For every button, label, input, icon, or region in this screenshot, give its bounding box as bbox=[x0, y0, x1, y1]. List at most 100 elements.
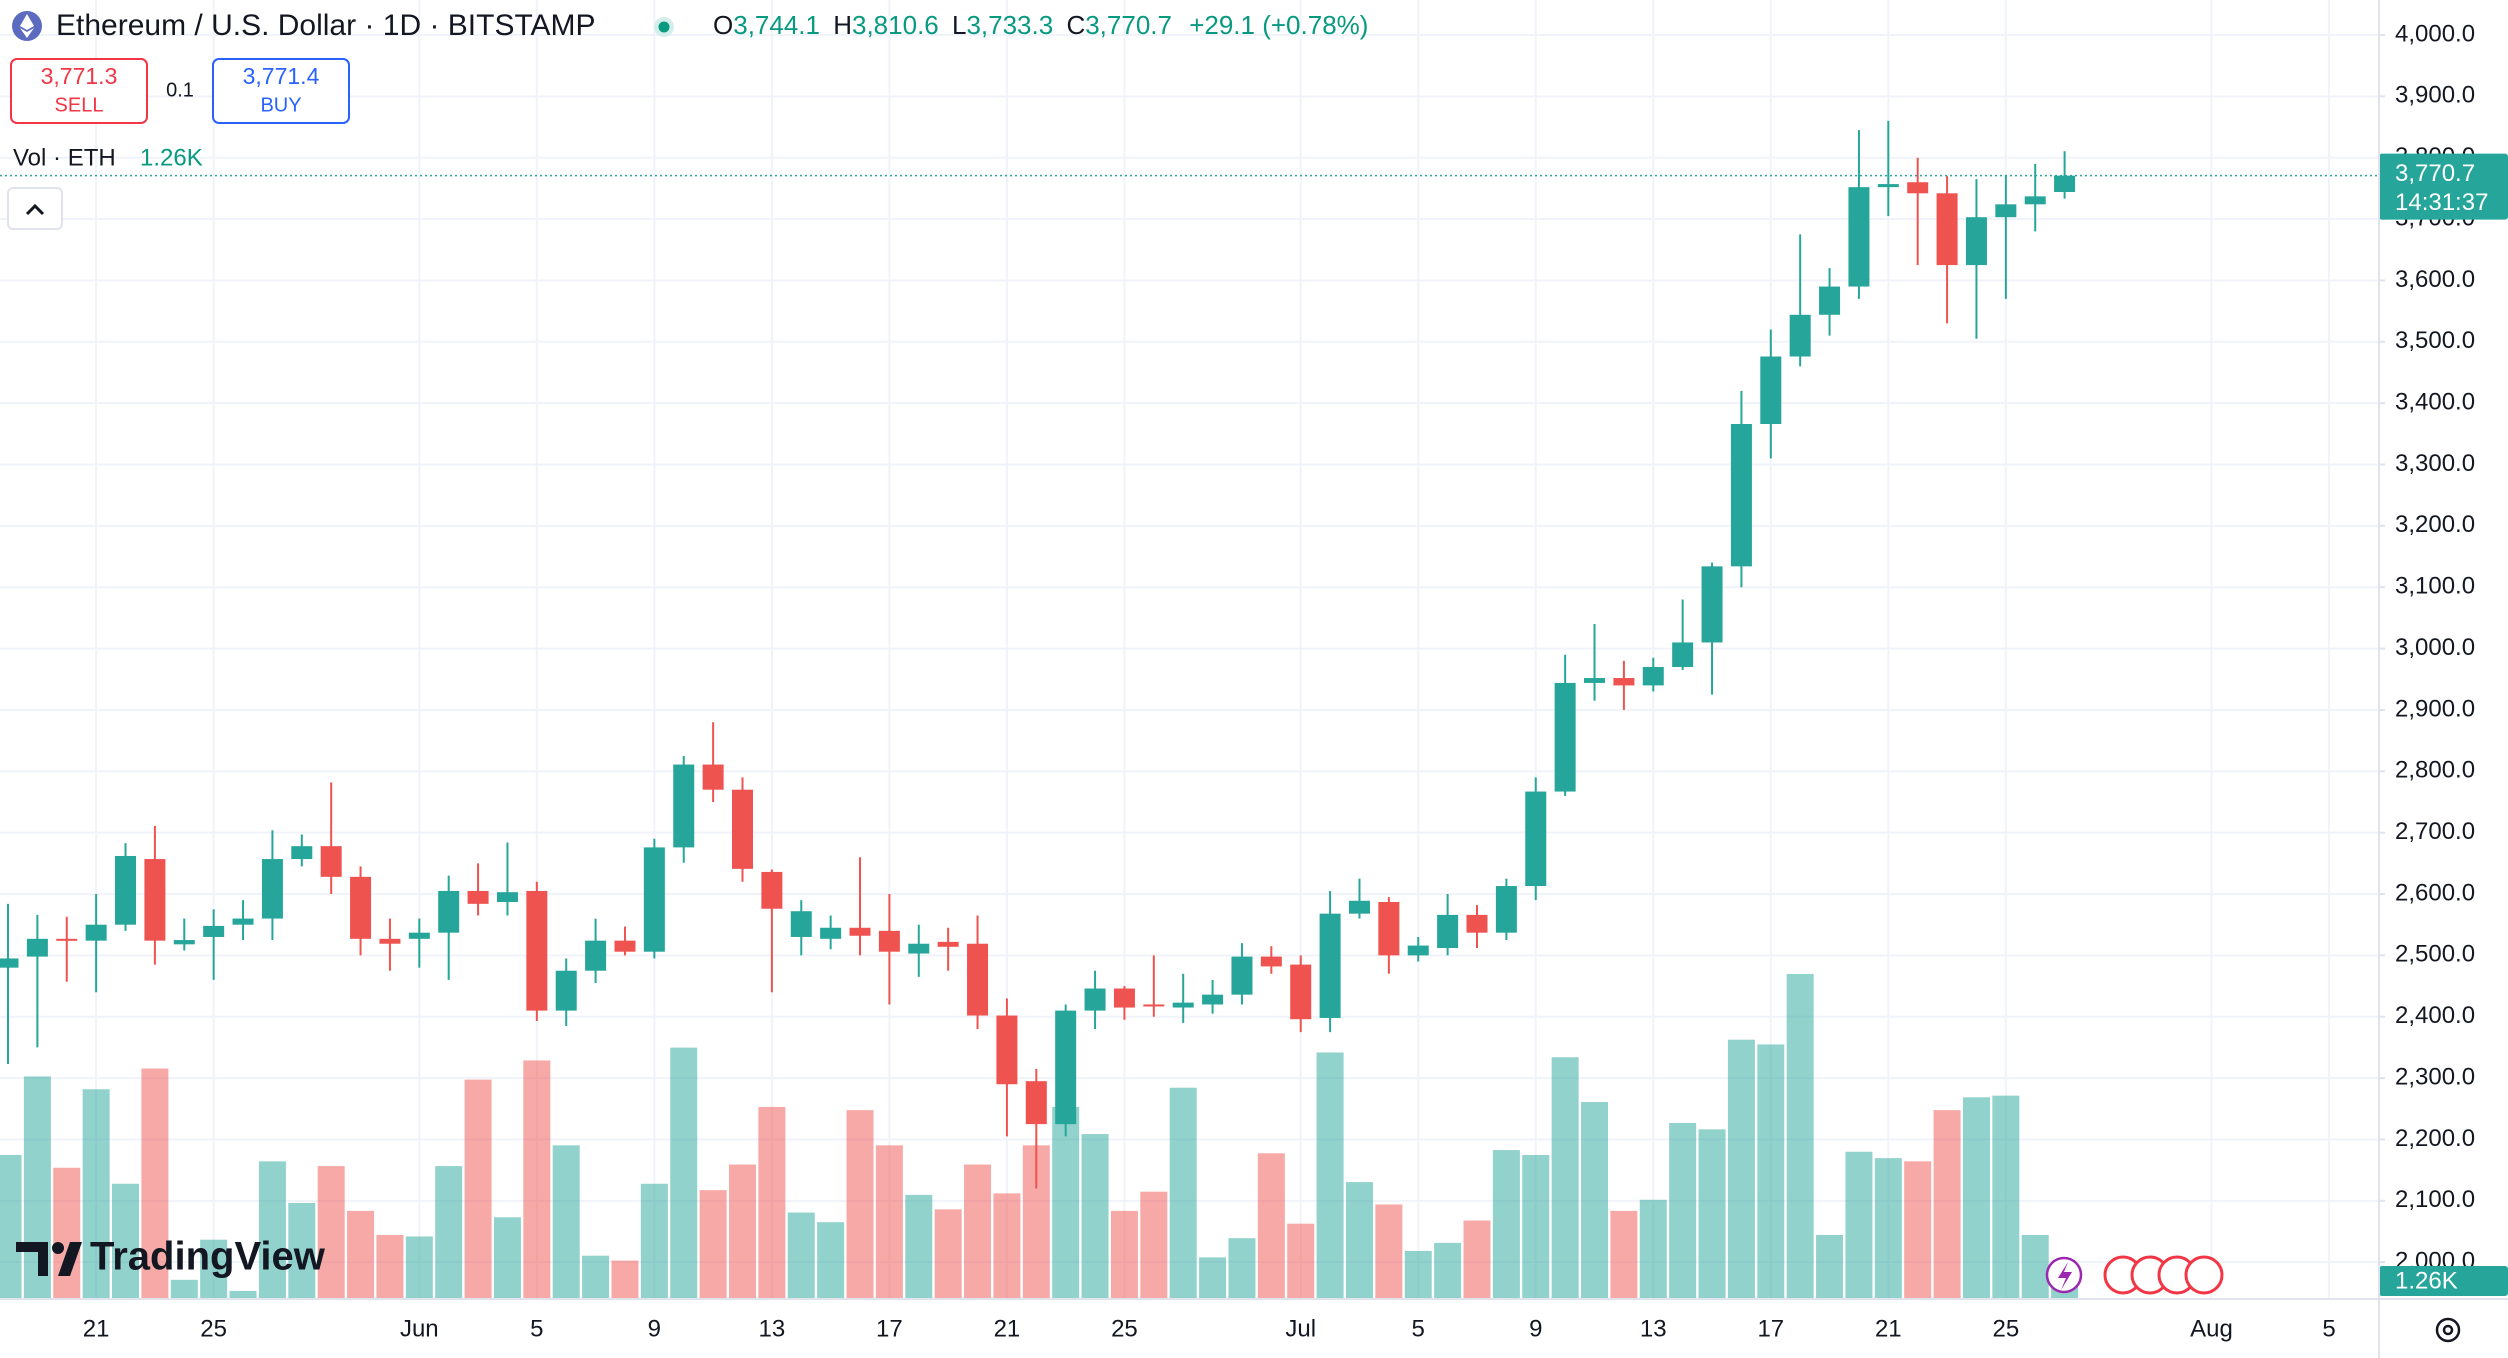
volume-bar bbox=[200, 1239, 228, 1299]
legend-key: C bbox=[1066, 10, 1085, 40]
candle-body bbox=[1055, 1010, 1077, 1125]
logo-mark bbox=[58, 1242, 82, 1276]
sell-button[interactable]: 3,771.3 SELL bbox=[10, 58, 148, 124]
lightning-glyph bbox=[2058, 1262, 2072, 1290]
legend-value: 3,744.1 bbox=[733, 10, 820, 40]
x-tick-label: Aug bbox=[2190, 1315, 2233, 1342]
volume-bar bbox=[1757, 1044, 1785, 1299]
x-tick-label: 25 bbox=[200, 1315, 227, 1342]
volume-pane bbox=[0, 974, 2079, 1299]
gear-center bbox=[2442, 1324, 2454, 1336]
candle-body bbox=[555, 970, 577, 1011]
x-tick-label: 5 bbox=[1412, 1315, 1425, 1342]
candle-body bbox=[291, 846, 313, 860]
volume-bar bbox=[729, 1164, 756, 1299]
chevron-icon bbox=[25, 203, 45, 216]
candle-body bbox=[967, 943, 989, 1016]
y-tick-label: 2,100.0 bbox=[2395, 1186, 2475, 1213]
candle-body bbox=[261, 859, 283, 919]
x-tick-label: 5 bbox=[530, 1315, 543, 1342]
volume-bar bbox=[1962, 1097, 1990, 1299]
settings-button[interactable] bbox=[2435, 1317, 2461, 1343]
events-icons[interactable] bbox=[2045, 1255, 2224, 1295]
volume-bar bbox=[1375, 1204, 1403, 1299]
candle-body bbox=[1172, 1002, 1194, 1008]
candle-body bbox=[2054, 175, 2076, 192]
y-tick-label: 3,900.0 bbox=[2395, 82, 2475, 109]
candle-body bbox=[379, 938, 401, 944]
volume-bar bbox=[82, 1089, 110, 1299]
candle-body bbox=[85, 924, 107, 941]
candle-body bbox=[585, 940, 607, 971]
candle-body bbox=[1554, 682, 1576, 792]
eth-icon-glyph bbox=[20, 14, 34, 38]
candle-body bbox=[761, 871, 783, 909]
volume-bar bbox=[1228, 1238, 1256, 1299]
x-tick-label: Jul bbox=[1285, 1315, 1316, 1342]
candle-body bbox=[203, 925, 225, 937]
candle-body bbox=[908, 943, 930, 954]
volume-bar bbox=[53, 1167, 81, 1299]
buy-button[interactable]: 3,771.4 BUY bbox=[212, 58, 350, 124]
y-tick-label: 3,600.0 bbox=[2395, 266, 2475, 293]
volume-bar bbox=[1287, 1223, 1315, 1299]
candle-body bbox=[1437, 914, 1459, 949]
x-tick-label: 17 bbox=[1757, 1315, 1784, 1342]
collapse-button[interactable] bbox=[7, 187, 63, 230]
overlay: 2,000.02,100.02,200.02,300.02,400.02,500… bbox=[0, 20, 2508, 1342]
volume-bar bbox=[1169, 1087, 1197, 1299]
candle-body bbox=[1819, 286, 1841, 315]
candle-body bbox=[1290, 964, 1312, 1020]
candle-body bbox=[673, 764, 695, 848]
volume-bar bbox=[493, 1217, 521, 1299]
legend-key: H bbox=[833, 10, 852, 40]
y-tick-label: 2,900.0 bbox=[2395, 695, 2475, 722]
y-tick-label: 2,800.0 bbox=[2395, 757, 2475, 784]
y-tick-label: 3,400.0 bbox=[2395, 388, 2475, 415]
candle-body bbox=[820, 927, 842, 939]
y-tick-label: 3,100.0 bbox=[2395, 573, 2475, 600]
legend-change: +29.1 (+0.78%) bbox=[1189, 10, 1368, 40]
candle-body bbox=[350, 876, 372, 939]
volume-bar bbox=[582, 1255, 610, 1299]
volume-bar bbox=[1081, 1134, 1109, 1299]
volume-bar bbox=[1786, 974, 1814, 1299]
volume-bar bbox=[993, 1193, 1021, 1299]
legend-key: O bbox=[713, 10, 733, 40]
candle-body bbox=[1701, 566, 1723, 643]
y-tick-label: 2,400.0 bbox=[2395, 1002, 2475, 1029]
candle-body bbox=[643, 847, 665, 952]
volume-bar bbox=[1698, 1129, 1726, 1299]
volume-bar bbox=[1434, 1242, 1462, 1299]
candle-body bbox=[702, 764, 724, 790]
candle-body bbox=[408, 932, 430, 939]
volume-bar bbox=[758, 1106, 786, 1299]
candle-body bbox=[2024, 196, 2046, 205]
market-status-dot bbox=[658, 21, 670, 33]
volume-bar bbox=[905, 1194, 933, 1299]
volume-bar bbox=[846, 1110, 874, 1299]
volume-legend-value: 1.26K bbox=[140, 144, 203, 171]
candle-body bbox=[467, 890, 489, 904]
volume-bar bbox=[435, 1166, 463, 1299]
volume-legend-name: Vol · ETH bbox=[13, 144, 116, 171]
last-price-badge bbox=[2379, 153, 2508, 220]
candle-body bbox=[1584, 678, 1606, 683]
candle-body bbox=[1260, 956, 1282, 967]
volume-bar bbox=[170, 1279, 198, 1299]
volume-bar bbox=[1581, 1102, 1609, 1299]
candle-body bbox=[1965, 217, 1987, 266]
candle-body bbox=[1378, 901, 1400, 956]
volume-bar bbox=[1610, 1210, 1638, 1299]
logo-text: TradingView bbox=[90, 1235, 326, 1279]
candle-body bbox=[1995, 204, 2017, 218]
volume-bar bbox=[1551, 1057, 1579, 1299]
candle-body bbox=[1613, 678, 1635, 686]
grid bbox=[0, 0, 2379, 1299]
volume-bar bbox=[611, 1260, 639, 1299]
candle-body bbox=[1877, 184, 1899, 188]
volume-bar bbox=[934, 1209, 962, 1299]
ohlc-legend: O3,744.1 H3,810.6 L3,733.3 C3,770.7 +29.… bbox=[713, 10, 1368, 40]
x-tick-label: 9 bbox=[1529, 1315, 1542, 1342]
